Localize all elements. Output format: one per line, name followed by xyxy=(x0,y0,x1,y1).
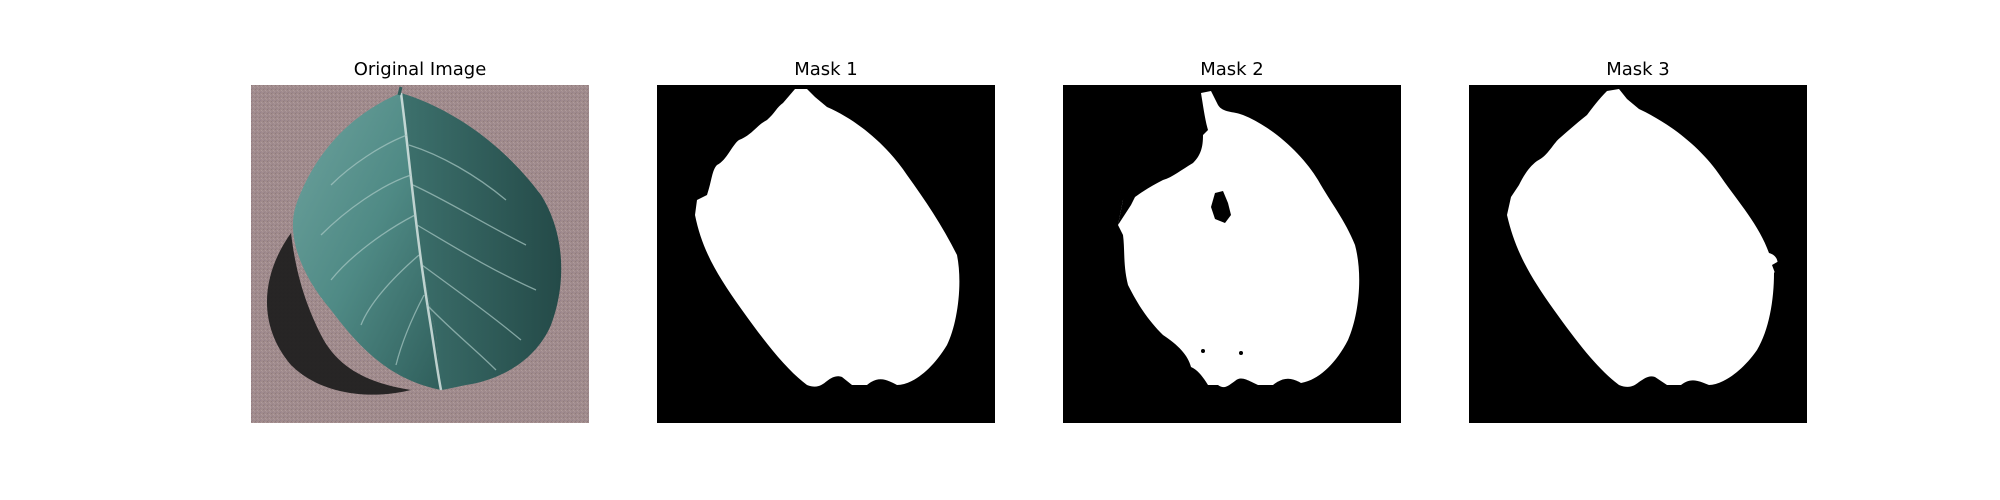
original-image-panel: Original Image xyxy=(251,0,589,500)
mask-1-title: Mask 1 xyxy=(794,59,858,80)
mask-2-image xyxy=(1063,85,1401,423)
mask-3-image xyxy=(1469,85,1807,423)
mask-3-title: Mask 3 xyxy=(1606,59,1670,80)
mask-3-panel: Mask 3 xyxy=(1469,0,1807,500)
original-leaf-photo xyxy=(251,85,589,423)
mask-2-title: Mask 2 xyxy=(1200,59,1264,80)
mask-1-panel: Mask 1 xyxy=(657,0,995,500)
mask-2-panel: Mask 2 xyxy=(1063,0,1401,500)
original-image-title: Original Image xyxy=(353,59,487,80)
mask-1-image xyxy=(657,85,995,423)
